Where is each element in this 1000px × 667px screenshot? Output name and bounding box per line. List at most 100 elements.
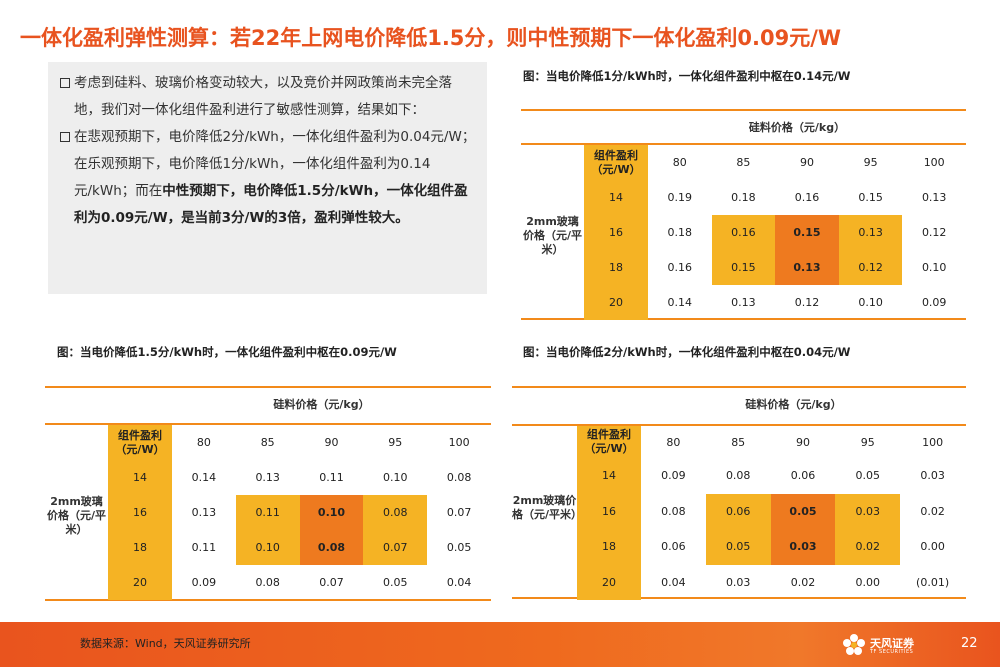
row-value-column-fill	[108, 425, 172, 600]
table-cell: 0.08	[255, 576, 280, 589]
table-cell: 0.13	[731, 296, 756, 309]
table-cell: 0.18	[667, 226, 693, 239]
corner-header: 组件盈利（元/W）	[591, 148, 641, 176]
column-header: 100	[922, 435, 944, 449]
table-cell: 0.05	[855, 469, 881, 483]
column-group-label: 硅料价格（元/kg）	[745, 398, 842, 411]
row-header: 16	[609, 226, 623, 239]
column-header: 100	[448, 436, 470, 449]
table-cell: 0.05	[770, 493, 836, 529]
table-cell: 0.11	[319, 471, 344, 484]
summary-textbox: 考虑到硅料、玻璃价格变动较大，以及竞价并网政策尚未完全落地，我们对一体化组件盈利…	[48, 62, 487, 294]
checkbox-bullet-icon	[60, 132, 70, 142]
checkbox-bullet-icon	[60, 78, 70, 88]
table-cell: 0.02	[920, 504, 945, 518]
column-group-label: 硅料价格（元/kg）	[273, 398, 370, 411]
column-header: 95	[388, 436, 403, 449]
row-header: 20	[602, 575, 616, 589]
column-header: 95	[863, 156, 878, 169]
table-cell: 0.16	[667, 261, 693, 274]
row-header: 14	[602, 469, 616, 483]
table-cell: 0.07	[319, 576, 344, 589]
table-cell: 0.06	[661, 540, 686, 554]
row-header: 18	[602, 540, 616, 554]
table-cell: 0.13	[921, 191, 947, 204]
row-value-column-fill	[584, 145, 648, 320]
sensitivity-table-3: 硅料价格（元/kg） 组件盈利（元/W） 80 85 90 95 100 2mm玻璃价格（元/…	[512, 386, 966, 600]
column-header: 80	[672, 156, 687, 169]
table-2-caption: 图：当电价降低1.5分/kWh时，一体化组件盈利中枢在0.09元/W	[57, 345, 397, 359]
table-cell: 0.05	[383, 576, 408, 589]
row-header: 14	[609, 191, 623, 204]
table-cell: 0.06	[790, 469, 816, 483]
table-cell: 0.16	[794, 191, 820, 204]
summary-paragraph-1: 考虑到硅料、玻璃价格变动较大，以及竞价并网政策尚未完全落地，我们对一体化组件盈利…	[60, 70, 477, 124]
row-header: 14	[133, 471, 147, 484]
column-header: 80	[196, 436, 211, 449]
column-header: 90	[324, 436, 339, 449]
table-cell: 0.05	[705, 529, 771, 565]
table-cell: 0.02	[790, 575, 816, 589]
row-group-label: 2mm玻璃价格（元/平米）	[522, 215, 583, 256]
table-cell: 0.15	[775, 215, 839, 250]
logo-name: 天风证券	[870, 637, 914, 650]
row-header: 18	[609, 261, 623, 274]
table-cell: 0.15	[711, 250, 776, 285]
table-cell: 0.13	[775, 250, 839, 285]
sensitivity-table-1: 硅料价格（元/kg） 组件盈利（元/W） 80 85 90 95 100 2mm玻璃价格（元/…	[521, 109, 966, 320]
table-cell: 0.14	[667, 296, 693, 309]
table-cell: 0.09	[661, 469, 686, 483]
table-top-rule	[512, 386, 966, 388]
column-group-label: 硅料价格（元/kg）	[748, 121, 846, 134]
row-group-label: 2mm玻璃价格（元/平米）	[46, 495, 107, 536]
table-cell: 0.15	[858, 191, 883, 204]
table-mid-rule	[512, 424, 966, 426]
row-header: 18	[133, 541, 147, 554]
sensitivity-table-2: 硅料价格（元/kg） 组件盈利（元/W） 80 85 90 95 100 2mm玻璃价格（元/…	[45, 386, 491, 601]
table-cell: 0.13	[838, 215, 903, 250]
table-cell: 0.09	[921, 296, 947, 309]
table-cell: (0.01)	[916, 575, 950, 589]
column-header: 85	[731, 435, 746, 449]
column-header: 95	[860, 435, 875, 449]
corner-header: 组件盈利（元/W）	[584, 428, 634, 455]
table-cell: 0.10	[383, 471, 408, 484]
row-header: 16	[602, 504, 616, 518]
table-cell: 0.10	[299, 495, 364, 530]
row-value-column-fill	[577, 426, 641, 600]
column-header: 90	[799, 156, 814, 169]
table-cell: 0.08	[446, 471, 472, 484]
table-cell: 0.18	[731, 191, 756, 204]
table-cell: 0.04	[446, 576, 472, 589]
table-cell: 0.08	[661, 504, 686, 518]
table-cell: 0.19	[667, 191, 693, 204]
table-cell: 0.02	[835, 529, 901, 565]
table-mid-rule	[521, 143, 966, 145]
table-cell: 0.06	[705, 493, 771, 529]
table-cell: 0.03	[920, 469, 945, 483]
table-cell: 0.10	[235, 530, 300, 565]
table-cell: 0.00	[920, 540, 945, 554]
table-cell: 0.05	[446, 541, 472, 554]
column-header: 80	[666, 435, 681, 449]
table-cell: 0.08	[299, 530, 364, 565]
page-number: 22	[961, 636, 978, 651]
table-cell: 0.08	[363, 495, 428, 530]
table-bottom-rule	[512, 597, 966, 599]
column-header: 100	[923, 156, 945, 169]
column-header: 90	[795, 435, 810, 449]
column-header: 85	[736, 156, 751, 169]
table-cell: 0.11	[235, 495, 300, 530]
table-cell: 0.08	[725, 469, 751, 483]
table-top-rule	[45, 386, 491, 388]
summary-paragraph-2: 在悲观预期下，电价降低2分/kWh，一体化组件盈利为0.04元/W；在乐观预期下…	[60, 124, 477, 232]
table-cell: 0.10	[921, 261, 947, 274]
corner-header: 组件盈利（元/W）	[115, 428, 165, 456]
table-cell: 0.07	[446, 506, 472, 519]
table-cell: 0.12	[921, 226, 947, 239]
logo-english: TF SECURITIES	[870, 649, 914, 655]
table-cell: 0.03	[725, 575, 751, 589]
table-cell: 0.13	[191, 506, 217, 519]
table-cell: 0.11	[191, 541, 217, 554]
table-cell: 0.12	[838, 250, 903, 285]
